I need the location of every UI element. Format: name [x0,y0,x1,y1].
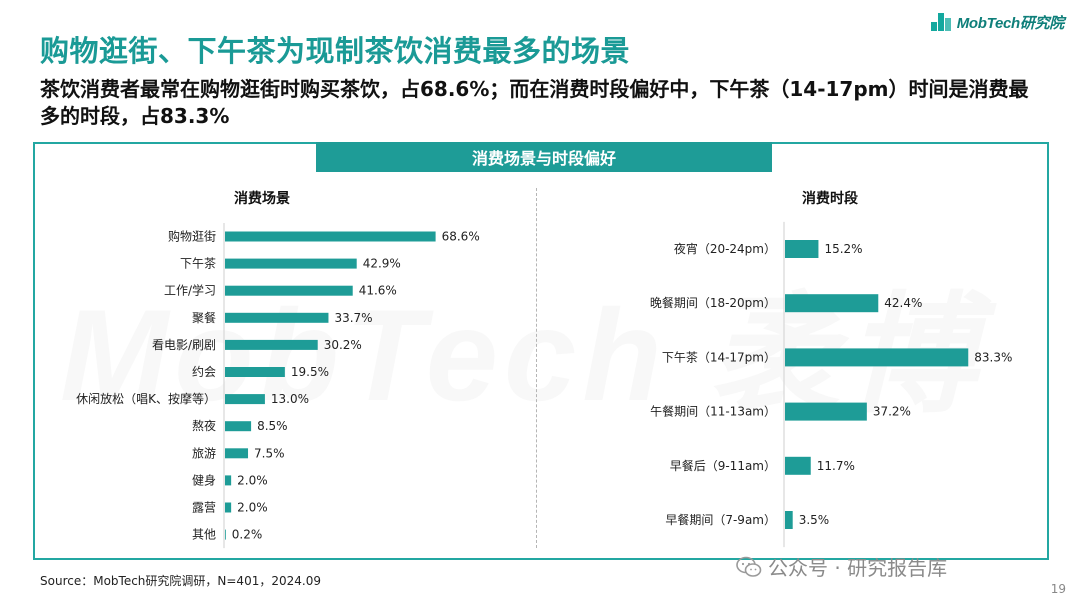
wechat-icon [736,556,762,577]
value-label: 11.7% [817,459,855,473]
wechat-text: 公众号 · 研究报告库 [768,556,948,580]
value-label: 2.0% [237,501,268,515]
category-label: 午餐期间（11-13am） [650,404,776,419]
bar [225,448,249,459]
category-label: 晚餐期间（18-20pm） [650,295,776,310]
value-label: 15.2% [824,242,862,256]
value-label: 33.7% [334,311,372,325]
bar [785,402,867,421]
category-label: 休闲放松（唱K、按摩等） [76,391,216,406]
category-label: 购物逛街 [168,229,216,244]
bar [225,394,265,405]
scene-chart-title: 消费场景 [234,191,290,207]
value-label: 83.3% [974,350,1012,364]
category-label: 约会 [192,364,216,379]
value-label: 42.9% [363,257,401,271]
logo-text: MobTech研究院 [956,14,1065,32]
value-label: 2.0% [237,473,268,487]
bar [785,240,819,258]
category-label: 看电影/刷剧 [152,338,216,352]
bar [785,294,879,313]
bar [225,529,226,540]
wechat-watermark: 公众号 · 研究报告库 [736,552,947,581]
value-label: 3.5% [799,513,830,527]
bar [225,339,318,350]
source-note: Source：MobTech研究院调研，N=401，2024.09 [40,574,321,588]
category-label: 夜宵（20-24pm） [674,241,776,256]
bar [225,367,285,377]
bar [225,312,329,323]
value-label: 68.6% [442,230,480,244]
category-label: 聚餐 [192,310,216,325]
page-subtitle: 茶饮消费者最常在购物逛街时购买茶饮，占68.6%；而在消费时段偏好中，下午茶（1… [40,77,1029,128]
category-label: 熬夜 [192,418,216,433]
value-label: 41.6% [359,284,397,298]
building-icon [930,13,953,31]
page-number: 19 [1050,582,1066,596]
value-label: 7.5% [254,446,285,460]
bar [225,475,232,486]
panel-banner: 消费场景与时段偏好 [316,142,772,172]
bar [225,258,357,269]
value-label: 0.2% [232,528,262,542]
bar [225,231,436,242]
category-label: 露营 [192,501,216,515]
bar [225,285,353,296]
value-label: 30.2% [324,338,362,352]
bar [225,502,232,513]
value-label: 42.4% [884,296,922,310]
time-chart-title: 消费时段 [802,191,858,207]
category-label: 工作/学习 [164,283,216,298]
category-label: 其他 [192,528,216,542]
value-label: 8.5% [257,419,288,433]
value-label: 13.0% [271,392,309,406]
bar [785,511,793,529]
bar [785,456,811,475]
category-label: 下午茶 [180,256,216,271]
category-label: 旅游 [192,446,216,460]
value-label: 37.2% [873,405,911,419]
category-label: 下午茶（14-17pm） [662,349,776,364]
category-label: 早餐后（9-11am） [670,458,776,473]
mobtech-logo: MobTech研究院 [930,10,1065,34]
panel-divider [536,188,537,548]
bar [785,348,969,367]
page-title: 购物逛街、下午茶为现制茶饮消费最多的场景 [40,34,631,68]
category-label: 早餐期间（7-9am） [665,512,776,527]
value-label: 19.5% [291,365,329,379]
bar [225,421,252,432]
category-label: 健身 [192,472,216,487]
